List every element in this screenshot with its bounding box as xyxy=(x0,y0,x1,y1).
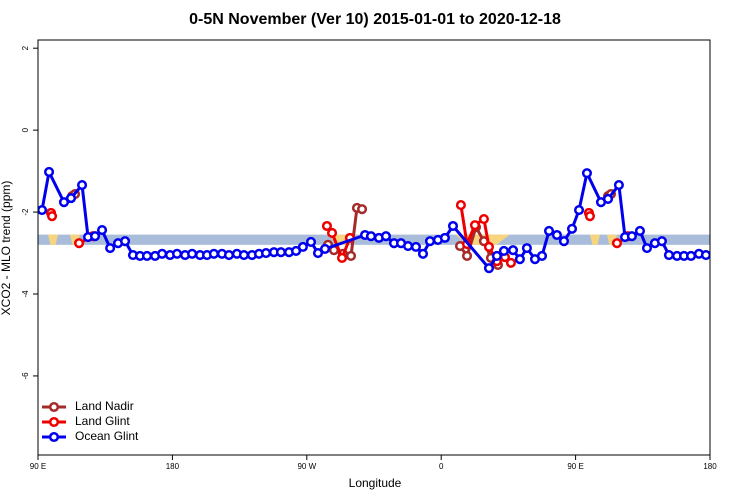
series-point xyxy=(357,204,368,215)
series-point xyxy=(290,245,302,257)
series-point xyxy=(402,241,414,252)
y-tick-label: 0 xyxy=(21,127,30,132)
series-point xyxy=(536,250,548,261)
x-tick-label: 180 xyxy=(166,462,180,471)
legend-label: Land Glint xyxy=(75,414,130,428)
series-point xyxy=(297,241,308,252)
series-point xyxy=(566,223,578,234)
series-point xyxy=(238,250,249,261)
series-point xyxy=(469,220,480,231)
series-point xyxy=(602,193,614,205)
series-point xyxy=(141,250,153,261)
series-point xyxy=(312,247,324,259)
series-point xyxy=(626,231,637,242)
series-point xyxy=(157,248,168,259)
series-point xyxy=(656,236,667,247)
series-point xyxy=(275,247,287,258)
series-point xyxy=(483,241,495,252)
series-point xyxy=(208,248,219,259)
series-point xyxy=(74,238,85,249)
series-point xyxy=(380,231,391,242)
legend-label: Ocean Glint xyxy=(75,429,139,443)
series-point xyxy=(551,229,562,241)
series-point xyxy=(478,213,489,225)
series-point xyxy=(558,236,570,247)
y-tick-label: -6 xyxy=(21,372,30,380)
series-point xyxy=(447,220,459,232)
plot-frame xyxy=(37,39,711,456)
series-point xyxy=(424,236,436,247)
series-point xyxy=(97,225,108,236)
highlight xyxy=(589,234,600,245)
series-point xyxy=(455,200,466,211)
x-axis-label: Longitude xyxy=(349,476,402,490)
series-point xyxy=(634,225,646,236)
series-point xyxy=(365,231,377,242)
legend-label: Land Nadir xyxy=(75,399,134,413)
series-point xyxy=(611,238,623,249)
legend-marker xyxy=(48,431,60,443)
series-point xyxy=(581,168,592,179)
x-tick-label: 90 E xyxy=(30,462,46,471)
series-point xyxy=(507,245,519,256)
series-point xyxy=(46,211,58,222)
x-tick-label: 0 xyxy=(439,462,444,471)
series-point xyxy=(491,250,502,261)
series-point xyxy=(305,236,317,248)
y-tick-label: -2 xyxy=(21,208,30,216)
series-point xyxy=(685,250,697,261)
legend-marker xyxy=(48,401,60,413)
series-point xyxy=(58,197,70,208)
series-point xyxy=(410,241,422,252)
plot xyxy=(38,166,710,274)
series-point xyxy=(521,243,532,254)
y-axis-label: XCO2 - MLO trend (ppm) xyxy=(0,181,13,316)
series-point xyxy=(187,248,198,259)
x-tick-label: 90 W xyxy=(297,462,316,471)
series-point xyxy=(461,250,473,261)
series-point xyxy=(417,248,429,259)
series-point xyxy=(38,204,48,216)
series-point xyxy=(700,250,710,261)
highlight xyxy=(48,234,59,245)
series-point xyxy=(326,227,338,239)
legend-marker xyxy=(48,416,60,428)
series-point xyxy=(573,204,585,216)
series-point xyxy=(584,211,595,222)
series-point xyxy=(641,243,653,254)
series-point xyxy=(498,245,509,257)
series-point xyxy=(260,247,272,259)
series-point xyxy=(439,232,450,243)
x-tick-label: 180 xyxy=(703,462,717,471)
series-point xyxy=(505,257,516,268)
series-point xyxy=(321,220,333,232)
series-point xyxy=(543,225,555,236)
series-point xyxy=(514,254,525,265)
series-point xyxy=(65,193,77,204)
series-point xyxy=(319,243,331,254)
series-point xyxy=(105,243,116,254)
series-point xyxy=(336,252,348,263)
series-point xyxy=(613,179,624,191)
series-point xyxy=(223,250,235,261)
chart-title: 0-5N November (Ver 10) 2015-01-01 to 202… xyxy=(189,11,561,28)
y-tick-label: 2 xyxy=(21,45,30,50)
x-tick-label: 90 E xyxy=(567,462,583,471)
series-point xyxy=(663,250,674,261)
series-point xyxy=(44,166,55,177)
series-point xyxy=(171,248,183,259)
series-point xyxy=(345,250,357,261)
y-tick-label: -4 xyxy=(21,290,30,298)
series-point xyxy=(77,179,88,191)
series-point xyxy=(483,263,495,274)
series-point xyxy=(89,231,101,242)
series-point xyxy=(120,236,131,247)
